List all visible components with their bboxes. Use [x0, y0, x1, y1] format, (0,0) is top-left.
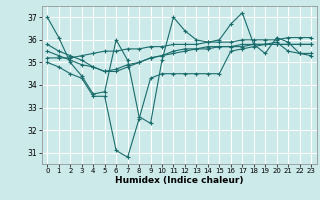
X-axis label: Humidex (Indice chaleur): Humidex (Indice chaleur) — [115, 176, 244, 185]
